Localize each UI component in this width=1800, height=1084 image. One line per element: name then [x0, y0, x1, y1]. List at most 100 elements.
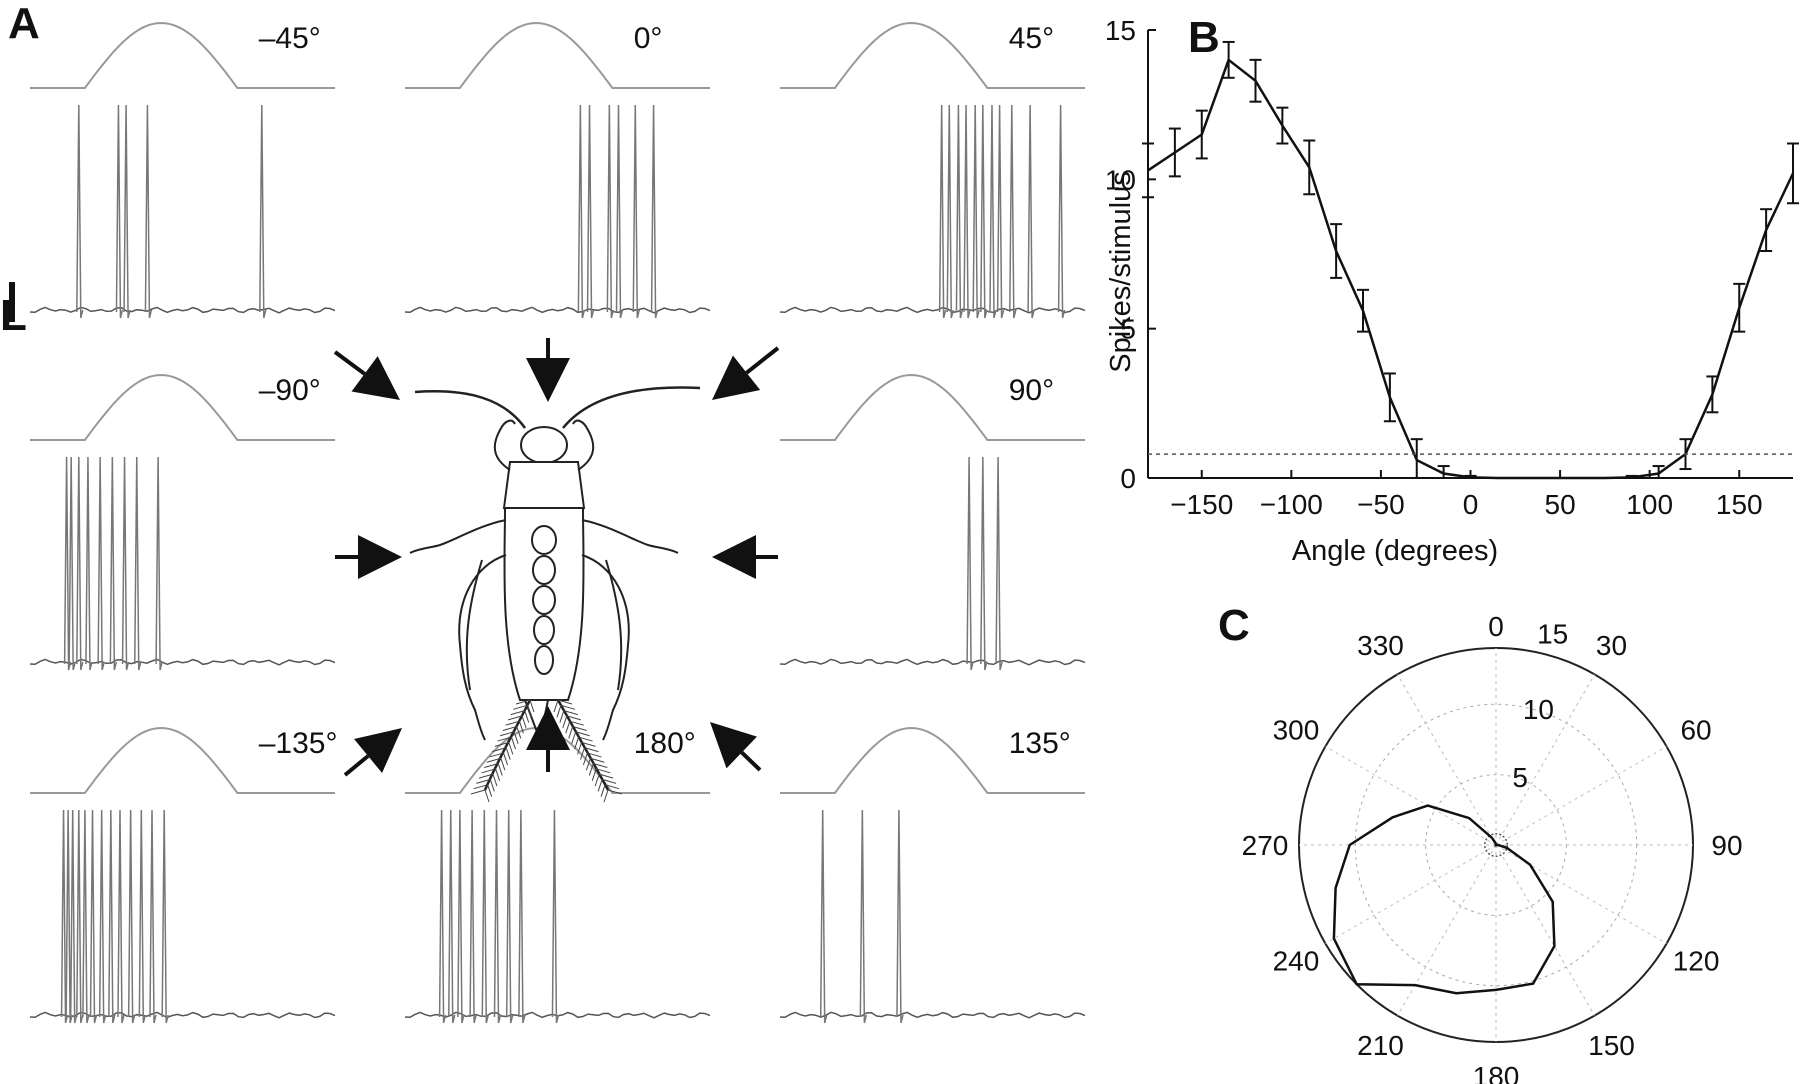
spike — [149, 809, 157, 1024]
cercus-hair — [593, 763, 608, 769]
spike — [457, 809, 465, 1024]
trace-angle-label: –135° — [259, 727, 338, 760]
cricket-illustration — [409, 386, 701, 791]
stimulus-arrows — [333, 338, 780, 777]
polar-spoke — [1325, 746, 1497, 846]
cercus-hair — [526, 705, 532, 718]
spike — [123, 104, 131, 319]
cercus-hair — [599, 773, 614, 779]
cercus-hair — [508, 742, 514, 755]
spike — [518, 809, 526, 1024]
stimulus-waveform — [405, 21, 710, 89]
trace-panel: –135° — [29, 726, 338, 1024]
polar-spoke — [1397, 674, 1497, 846]
polar-angle-label: 210 — [1357, 1030, 1404, 1061]
membrane-baseline — [404, 306, 711, 314]
cercus-hair — [553, 699, 559, 713]
cercus-hair — [585, 758, 591, 771]
polar-angle-label: 330 — [1357, 630, 1404, 661]
polar-angle-label: 90 — [1711, 830, 1742, 861]
panel-b-label: B — [1188, 13, 1220, 62]
cercus-hair — [515, 699, 531, 705]
spike — [989, 104, 997, 319]
cercus-hair — [497, 736, 512, 742]
spike — [65, 809, 73, 1024]
x-tick-label: 100 — [1626, 489, 1673, 520]
cercus-hair — [499, 731, 515, 737]
cercus-hair — [587, 752, 602, 758]
spike — [955, 104, 964, 319]
spike — [586, 104, 595, 319]
cercus-hair — [575, 731, 590, 737]
cercus-hair — [565, 721, 571, 734]
cercus-hair — [510, 710, 525, 716]
spike — [76, 809, 84, 1024]
spike — [972, 104, 980, 319]
spike — [1009, 104, 1017, 319]
x-tick-label: −150 — [1170, 489, 1233, 520]
spike — [946, 104, 955, 319]
stimulus-arrow — [333, 350, 400, 400]
cercus-hair — [588, 763, 594, 776]
panel-a-label: A — [8, 0, 40, 48]
cercus-hair — [484, 789, 490, 803]
spike — [161, 809, 169, 1024]
cercus-hair — [572, 725, 587, 731]
cercus-hair — [497, 763, 503, 776]
cercus-hair — [470, 789, 486, 795]
stimulus-arrow — [710, 722, 762, 772]
polar-angle-label: 150 — [1588, 1030, 1635, 1061]
polar-angle-label: 120 — [1673, 946, 1720, 977]
error-bar — [1787, 142, 1799, 205]
cercus-hair — [607, 789, 623, 795]
polar-angle-label: 300 — [1273, 715, 1320, 746]
membrane-baseline — [779, 306, 1086, 314]
spike — [144, 104, 153, 319]
cercus-hair — [484, 763, 499, 769]
cercus-hair — [489, 752, 504, 758]
cercus-hair — [524, 710, 530, 723]
trace-panel: 135° — [779, 726, 1086, 1024]
stimulus-arrow — [526, 706, 570, 772]
spike — [615, 104, 624, 319]
spike — [69, 809, 78, 1024]
spike — [117, 809, 125, 1024]
y-tick-label: 10 — [1105, 164, 1136, 195]
spike — [76, 104, 84, 319]
cercus-hair — [568, 726, 574, 739]
stimulus-waveform — [30, 21, 335, 89]
cercus-hair — [596, 768, 611, 774]
stimulus-waveform — [780, 21, 1085, 89]
cercus-hair — [557, 699, 573, 705]
spike — [134, 456, 142, 671]
cercus-hair — [478, 773, 494, 779]
cercus-hair — [492, 773, 498, 787]
spike — [505, 809, 514, 1024]
trace-panel: 180° — [404, 726, 711, 1024]
tuning-curve-chart: 0 5 10 15 −150 −100 −50 0 50 100 150 Angle (degree… — [1105, 15, 1799, 567]
stimulus-waveform — [30, 726, 335, 794]
cercus-hair — [505, 720, 520, 726]
polar-angle-label: 0 — [1488, 611, 1504, 642]
trace-angle-label: –90° — [259, 374, 321, 407]
spike — [963, 104, 971, 319]
spike — [97, 456, 105, 671]
stimulus-arrow — [712, 346, 780, 400]
spike — [859, 809, 868, 1024]
cercus-hair — [601, 778, 617, 784]
cercus-hair — [559, 710, 565, 723]
y-tick-label: 5 — [1120, 314, 1136, 345]
cercus-hair — [513, 731, 519, 744]
spike — [60, 809, 69, 1024]
cercus-hair — [590, 757, 605, 763]
polar-angle-label: 15 — [1537, 618, 1568, 649]
cercus-hair — [495, 768, 501, 781]
cercus-hair — [481, 768, 496, 774]
cercus-hair — [582, 752, 588, 766]
membrane-baseline — [404, 1011, 711, 1019]
cercus-hair — [594, 773, 600, 787]
cercus-hair — [521, 715, 527, 729]
tuning-curve-line — [1147, 57, 1795, 480]
spike — [89, 809, 98, 1024]
spike — [121, 456, 130, 671]
